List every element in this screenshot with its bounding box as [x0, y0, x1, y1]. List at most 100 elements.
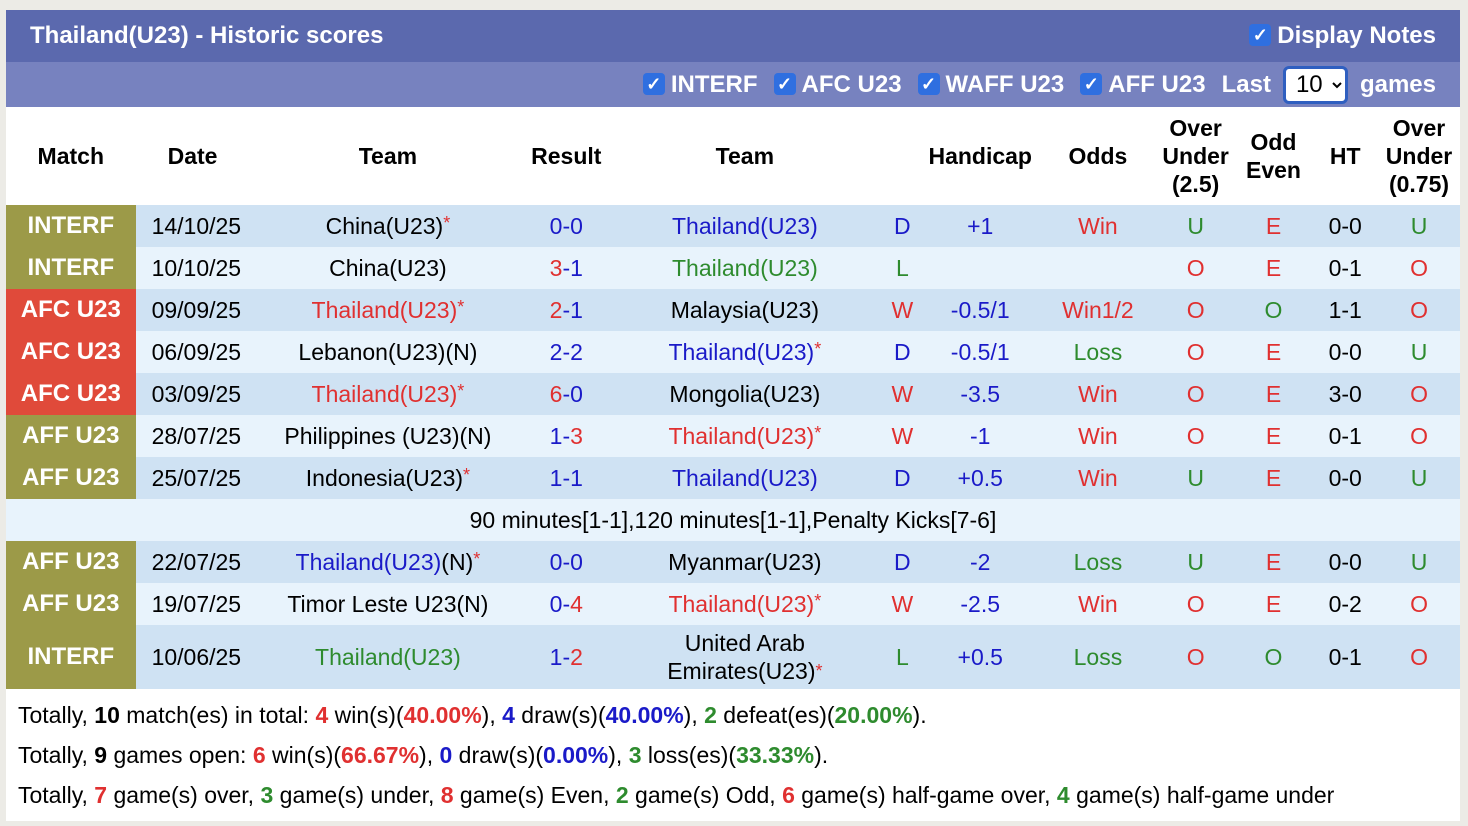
handicap: -0.5/1 [921, 331, 1040, 373]
team-name[interactable]: Thailand(U23) [671, 254, 818, 281]
table-row: AFC U23 06/09/25 Lebanon(U23)(N) 2-2 Thailan… [6, 331, 1460, 373]
odds-result: Loss [1039, 625, 1157, 689]
summary-text: defeat(es)( [716, 702, 835, 728]
team-name[interactable]: Indonesia(U23) [305, 464, 464, 491]
score: 1-3 [526, 415, 607, 457]
team-name[interactable]: Thailand(U23) [311, 380, 458, 407]
away-score: 0 [570, 380, 583, 407]
note-row: 90 minutes[1-1],120 minutes[1-1],Penalty… [6, 499, 1460, 541]
date: 22/07/25 [135, 541, 250, 583]
score: 2-1 [526, 289, 607, 331]
checkbox-checked-icon[interactable]: ✓ [1080, 72, 1103, 95]
summary-text: game(s) under, [273, 782, 441, 808]
team-name[interactable]: Philippines (U23)(N) [284, 422, 492, 449]
summary-text: match(es) in total: [119, 702, 316, 728]
home-team: Timor Leste U23(N) [249, 583, 527, 625]
team-name[interactable]: Myanmar(U23) [668, 548, 822, 575]
over-under-075: O [1378, 373, 1460, 415]
result-letter: W [883, 583, 922, 625]
table-row: AFF U23 28/07/25 Philippines (U23)(N) 1-3 Th… [6, 415, 1460, 457]
half-time: 0-0 [1312, 205, 1379, 247]
summary-text: games open: [107, 742, 253, 768]
half-time: 0-0 [1312, 331, 1379, 373]
team-name[interactable]: Thailand(U23) [668, 338, 815, 365]
team-name[interactable]: Thailand(U23) [311, 296, 458, 323]
team-name[interactable]: Timor Leste U23(N) [287, 590, 489, 617]
handicap: -2 [921, 541, 1040, 583]
handicap: -0.5/1 [921, 289, 1040, 331]
team-name[interactable]: Lebanon(U23)(N) [298, 338, 478, 365]
team-name[interactable]: China(U23) [325, 212, 444, 239]
match-note: 90 minutes[1-1],120 minutes[1-1],Penalty… [6, 499, 1460, 541]
favorite-star-icon: * [815, 661, 823, 681]
games-label: games [1359, 70, 1436, 98]
result-letter: L [883, 625, 922, 689]
home-team: China(U23)* [249, 205, 527, 247]
summary-text: win(s)( [328, 702, 404, 728]
match-badge: AFC U23 [6, 331, 136, 373]
team-name[interactable]: Thailand(U23) [668, 422, 815, 449]
summary-text: 4 [502, 702, 515, 728]
match-badge: AFF U23 [6, 583, 136, 625]
away-score: 3 [570, 422, 583, 449]
team-name[interactable]: China(U23) [329, 254, 447, 281]
filter-afc-u23[interactable]: ✓ AFC U23 [773, 71, 902, 99]
score: 6-0 [526, 373, 607, 415]
score: 1-1 [526, 457, 607, 499]
odds-result: Win [1039, 457, 1157, 499]
column-header: Odd Even [1245, 129, 1301, 183]
filter-label: WAFF U23 [945, 70, 1065, 98]
column-header: Over Under (2.5) [1162, 115, 1229, 197]
display-notes-toggle[interactable]: ✓ Display Notes [1249, 22, 1436, 50]
date: 03/09/25 [135, 373, 250, 415]
historic-scores-panel: Thailand(U23) - Historic scores ✓ Display… [6, 10, 1460, 821]
score-separator: - [562, 254, 571, 281]
team-name[interactable]: Thailand(U23) [671, 464, 818, 491]
summary-text: ), [683, 702, 705, 728]
over-under-075: O [1378, 625, 1460, 689]
checkbox-checked-icon[interactable]: ✓ [1249, 24, 1272, 46]
filter-waff-u23[interactable]: ✓ WAFF U23 [917, 70, 1065, 99]
table-row: AFF U23 22/07/25 Thailand(U23)(N)* 0-0 Myanm… [6, 541, 1460, 583]
summary-text: 2 [704, 702, 717, 728]
home-team: Thailand(U23) [249, 625, 527, 689]
away-team: Thailand(U23) [606, 247, 884, 289]
checkbox-checked-icon[interactable]: ✓ [773, 72, 796, 95]
filter-bar: ✓ INTERF ✓ AFC U23 ✓ WAFF U23 ✓ AFF U23 Last 10 … [6, 62, 1460, 107]
match-badge: AFF U23 [6, 457, 136, 499]
home-score: 1 [549, 643, 563, 670]
team-name[interactable]: Mongolia(U23) [669, 380, 821, 407]
half-time: 3-0 [1312, 373, 1379, 415]
team-name[interactable]: Thailand(U23) [668, 590, 815, 617]
away-score: 1 [570, 464, 583, 491]
away-team: United Arab Emirates(U23)* [606, 625, 884, 689]
summary-text: loss(es)( [641, 742, 737, 768]
last-label: Last [1221, 70, 1271, 98]
away-team: Malaysia(U23) [606, 289, 884, 331]
team-name[interactable]: Thailand(U23) [671, 212, 818, 239]
date: 28/07/25 [135, 415, 250, 457]
favorite-star-icon: * [814, 590, 822, 611]
home-score: 1 [549, 422, 563, 449]
odd-even: E [1234, 247, 1313, 289]
summary-text: 2 [615, 782, 629, 808]
over-under: O [1156, 373, 1235, 415]
team-name[interactable]: United Arab Emirates(U23) [667, 630, 816, 684]
score-separator: - [562, 212, 571, 239]
away-team: Myanmar(U23) [606, 541, 884, 583]
summary-text: 10 [94, 702, 120, 728]
team-name[interactable]: Thailand(U23) [315, 643, 461, 670]
summary-text: 4 [1056, 782, 1070, 808]
home-score: 0 [549, 590, 563, 617]
summary-text: 8 [440, 782, 454, 808]
half-time: 0-1 [1312, 247, 1379, 289]
last-games-select[interactable]: 10 [1282, 65, 1348, 104]
column-header: Match [37, 143, 104, 169]
checkbox-checked-icon[interactable]: ✓ [642, 72, 665, 95]
filter-aff-u23[interactable]: ✓ AFF U23 [1080, 71, 1206, 99]
team-name[interactable]: Malaysia(U23) [670, 296, 819, 323]
team-name[interactable]: Thailand(U23) [295, 548, 442, 575]
filter-interf[interactable]: ✓ INTERF [642, 71, 758, 99]
score-separator: - [562, 380, 571, 407]
checkbox-checked-icon[interactable]: ✓ [917, 72, 940, 95]
